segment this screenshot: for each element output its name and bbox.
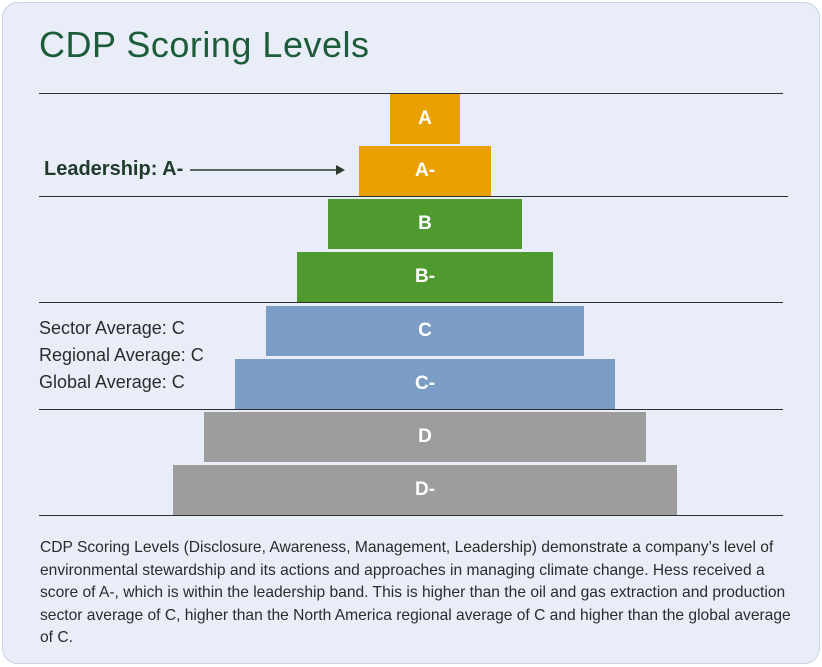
band-rule-top xyxy=(39,93,783,94)
tier-d-minus: D- xyxy=(173,465,677,515)
page-title: CDP Scoring Levels xyxy=(39,24,370,65)
tier-d: D xyxy=(204,412,646,462)
tier-a-minus: A- xyxy=(359,146,491,196)
band-rule-leadership xyxy=(39,196,788,197)
tier-c-minus: C- xyxy=(235,359,615,409)
band-rule-management xyxy=(39,302,783,303)
leadership-label: Leadership: A- xyxy=(44,158,184,180)
tier-b-minus: B- xyxy=(297,252,553,302)
band-rule-awareness xyxy=(39,409,783,410)
global-average-label: Global Average: C xyxy=(39,372,185,392)
tier-c: C xyxy=(266,306,584,356)
tier-a: A xyxy=(390,94,460,144)
sector-average-label: Sector Average: C xyxy=(39,318,185,338)
description-caption: CDP Scoring Levels (Disclosure, Awarenes… xyxy=(40,539,791,646)
arrow-right-icon xyxy=(190,165,345,175)
band-rule-bottom xyxy=(39,515,783,516)
regional-average-label: Regional Average: C xyxy=(39,345,204,365)
tier-b: B xyxy=(328,199,522,249)
